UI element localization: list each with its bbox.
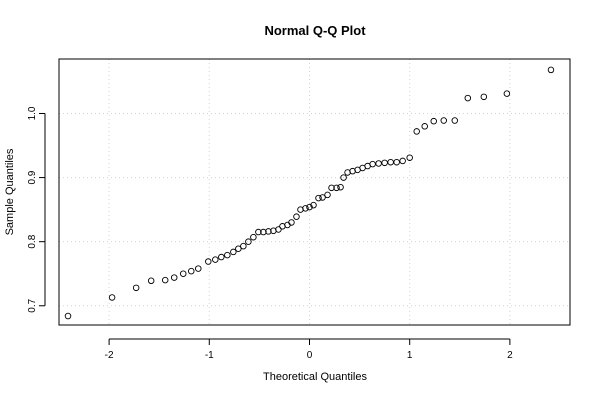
data-point	[293, 213, 300, 220]
data-point	[255, 228, 262, 236]
y-tick-label: 0.9	[27, 170, 38, 184]
grid	[59, 59, 570, 325]
data-point	[218, 253, 225, 261]
data-point	[333, 184, 340, 192]
y-tick-label: 1.0	[27, 106, 38, 120]
data-point	[212, 256, 219, 263]
data-point	[440, 117, 448, 124]
data-point	[132, 284, 140, 292]
data-point	[406, 154, 413, 161]
data-point	[260, 228, 267, 236]
data-point	[306, 203, 313, 211]
data-point	[245, 238, 252, 245]
data-point	[340, 174, 347, 181]
data-point	[302, 205, 309, 212]
x-tick-label: -1	[205, 350, 214, 361]
data-point	[284, 221, 291, 229]
data-point	[275, 226, 282, 233]
data-point	[235, 245, 242, 252]
data-point	[205, 258, 212, 265]
data-point	[381, 159, 388, 167]
data-point	[369, 160, 376, 168]
data-point	[315, 194, 322, 202]
y-axis-label: Sample Quantiles	[4, 148, 16, 235]
data-point	[421, 123, 428, 130]
data-point	[161, 276, 169, 284]
data-point	[64, 312, 72, 320]
data-point	[328, 184, 335, 192]
data-point	[413, 128, 420, 135]
x-tick-label: 1	[407, 350, 413, 361]
data-point	[547, 66, 555, 74]
data-point	[319, 194, 326, 201]
data-point	[464, 94, 472, 102]
data-point	[147, 277, 155, 285]
data-point	[430, 117, 437, 125]
x-tick-label: -2	[105, 350, 114, 361]
data-point	[250, 233, 257, 241]
y-tick-label: 0.8	[27, 234, 38, 248]
data-point	[170, 274, 178, 281]
data-point	[310, 201, 317, 209]
x-axis-label: Theoretical Quantiles	[263, 371, 367, 383]
data-point	[451, 117, 459, 124]
chart-title: Normal Q-Q Plot	[264, 23, 366, 38]
x-tick-label: 2	[507, 350, 513, 361]
y-tick-label: 0.7	[27, 298, 38, 312]
x-tick-label: 0	[307, 350, 313, 361]
data-points	[64, 66, 555, 320]
data-point	[188, 267, 195, 275]
data-point	[480, 93, 488, 101]
data-point	[399, 157, 406, 165]
data-point	[393, 158, 400, 166]
data-point	[387, 158, 394, 166]
data-point	[503, 90, 511, 97]
plot-frame	[58, 58, 571, 326]
data-point	[240, 242, 247, 250]
y-axis: 0.7 0.8 0.9 1.0	[27, 106, 46, 313]
data-point	[195, 265, 202, 272]
data-point	[265, 228, 272, 235]
data-point	[324, 191, 331, 199]
data-point	[375, 160, 382, 167]
data-point	[230, 248, 237, 256]
data-point	[224, 251, 231, 259]
data-point	[108, 294, 116, 301]
data-point	[337, 183, 344, 191]
x-axis: -2 -1 0 1 2	[105, 338, 513, 361]
data-point	[288, 219, 295, 226]
data-point	[179, 270, 187, 277]
